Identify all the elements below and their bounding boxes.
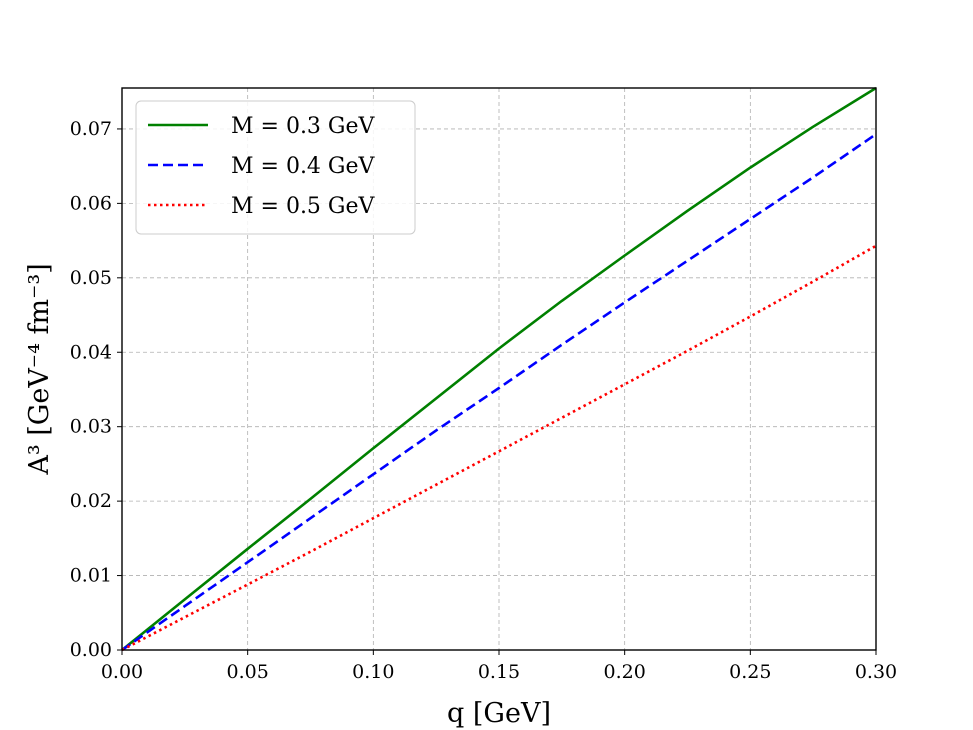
x-tick-label: 0.20 (604, 661, 646, 683)
y-tick-label: 0.04 (70, 341, 112, 363)
legend-label-3: M = 0.5 GeV (231, 194, 376, 219)
y-tick-label: 0.07 (70, 118, 112, 140)
y-tick-label: 0.06 (70, 192, 112, 214)
x-tick-label: 0.10 (352, 661, 394, 683)
series-line-2 (121, 133, 877, 652)
legend-box (135, 100, 416, 235)
legend: M = 0.3 GeV M = 0.4 GeV M = 0.5 GeV (135, 100, 416, 235)
x-tick-label: 0.15 (478, 661, 520, 683)
y-tick-label: 0.02 (70, 490, 112, 512)
x-tick-label: 0.05 (227, 661, 269, 683)
ticks: 0.00 0.05 0.10 0.15 0.20 0.25 0.30 0.00 0.01 0.02… (70, 118, 897, 683)
x-tick-label: 0.30 (855, 661, 897, 683)
series-line-3 (121, 244, 877, 652)
x-axis-label: q [GeV] (447, 698, 551, 729)
y-axis-label: A³ [GeV⁻⁴ fm⁻³] (24, 263, 55, 475)
y-tick-label: 0.03 (70, 416, 112, 438)
y-tick-label: 0.05 (70, 267, 112, 289)
series-group (121, 86, 877, 652)
legend-label-1: M = 0.3 GeV (231, 114, 376, 139)
y-tick-label: 0.01 (70, 565, 112, 587)
series-line-1 (121, 86, 877, 652)
legend-label-2: M = 0.4 GeV (231, 154, 376, 179)
x-tick-label: 0.25 (729, 661, 771, 683)
x-tick-label: 0.00 (101, 661, 143, 683)
y-tick-label: 0.00 (70, 639, 112, 661)
